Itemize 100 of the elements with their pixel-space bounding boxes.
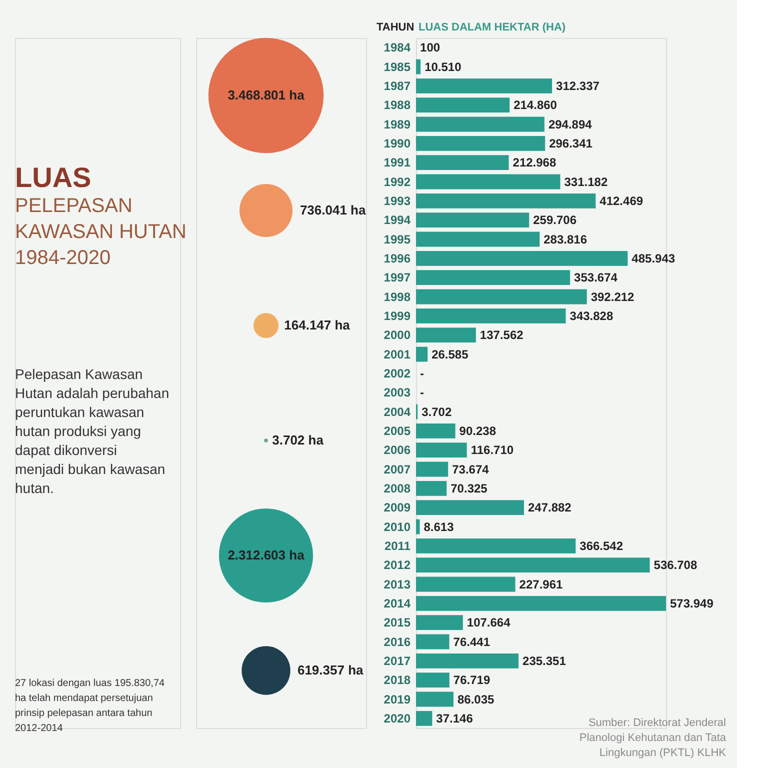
data-label: 70.325 xyxy=(450,481,488,496)
y-tick-label: 2008 xyxy=(384,481,411,496)
text: - xyxy=(420,386,424,400)
data-label: 2.312.603 ha xyxy=(228,548,306,562)
y-tick-label: 2013 xyxy=(384,577,411,592)
data-label: 331.182 xyxy=(564,174,608,189)
y-tick-label: 1994 xyxy=(384,213,411,228)
data-label: 536.708 xyxy=(654,558,698,572)
y-tick-label: 2002 xyxy=(384,366,411,380)
bar xyxy=(416,116,544,132)
data-label: 37.146 xyxy=(436,711,474,726)
data-label: 227.961 xyxy=(519,577,563,592)
y-tick-label: 2017 xyxy=(384,654,411,668)
y-tick-label: 2015 xyxy=(384,616,411,630)
y-tick-label: 1985 xyxy=(384,60,411,74)
data-label: 736.041 ha xyxy=(300,202,366,218)
bar xyxy=(416,136,546,151)
y-tick-label: 2020 xyxy=(384,711,411,726)
bar xyxy=(416,232,540,247)
y-tick-label: 2009 xyxy=(384,500,411,515)
bar xyxy=(416,634,450,650)
bar xyxy=(416,155,509,170)
bar xyxy=(416,328,476,343)
y-tick-label: 2006 xyxy=(384,443,411,458)
bar xyxy=(416,692,454,707)
y-tick-label: 2007 xyxy=(384,462,411,476)
data-label: 76.719 xyxy=(453,673,490,688)
data-label: 366.542 xyxy=(580,538,624,553)
bar xyxy=(416,289,587,304)
data-label: 485.943 xyxy=(632,251,676,266)
data-label: 392.212 xyxy=(590,290,635,304)
bar xyxy=(416,480,447,496)
y-tick-label: 2000 xyxy=(384,328,411,342)
data-label: 3.702 ha xyxy=(272,432,324,448)
bar xyxy=(416,346,428,362)
bar xyxy=(416,558,650,573)
y-tick-label: 2003 xyxy=(384,386,411,400)
y-tick-label: 1995 xyxy=(384,232,411,246)
data-label: 86.035 xyxy=(457,692,495,706)
bar xyxy=(416,615,463,630)
y-tick-label: 1991 xyxy=(384,156,411,170)
y-tick-label: 2010 xyxy=(384,520,411,534)
data-label: 212.968 xyxy=(512,156,556,170)
bar xyxy=(416,500,524,516)
y-tick-label: 1992 xyxy=(384,174,411,189)
data-label: 8.613 xyxy=(424,520,454,534)
annotation: Sumber: Direktorat Jenderal Planologi Kehutanan dan Tata Lingkungan (PKTL) KLHK xyxy=(579,717,727,759)
y-tick-label: 2004 xyxy=(384,404,411,419)
bar xyxy=(416,308,566,324)
data-label: 573.949 xyxy=(670,596,714,610)
bar xyxy=(416,212,530,228)
data-label: 10.510 xyxy=(424,60,462,74)
bar xyxy=(416,423,456,438)
bar xyxy=(416,596,666,611)
data-label: 100 xyxy=(420,40,440,55)
y-tick-label: 2001 xyxy=(384,347,411,362)
y-tick-label: 1998 xyxy=(384,290,411,304)
y-tick-label: 1993 xyxy=(384,194,411,208)
data-label: 137.562 xyxy=(480,328,524,342)
bar xyxy=(416,653,519,668)
bar xyxy=(416,672,450,688)
bar xyxy=(416,78,552,94)
bar xyxy=(416,174,560,190)
y-tick-label: 1987 xyxy=(384,78,411,93)
y-tick-label: 1989 xyxy=(384,117,411,132)
data-label: 235.351 xyxy=(522,654,566,668)
bar xyxy=(416,98,510,113)
data-label: 283.816 xyxy=(544,232,588,246)
y-tick-label: 1999 xyxy=(384,308,411,323)
data-label: 76.441 xyxy=(453,634,490,649)
y-tick-label: 1997 xyxy=(384,270,411,285)
data-label: 412.469 xyxy=(600,194,644,208)
data-label: 294.894 xyxy=(548,117,592,132)
bar xyxy=(416,250,628,266)
bar xyxy=(416,519,420,534)
y-tick-label: 2018 xyxy=(384,673,411,688)
bar xyxy=(416,442,467,458)
y-tick-label: 2012 xyxy=(384,558,411,572)
text: - xyxy=(420,366,424,380)
y-tick-label: 2011 xyxy=(384,538,411,553)
text: PELEPASAN KAWASAN HUTAN 1984-2020 xyxy=(15,195,186,269)
x-axis-title: LUAS DALAM HEKTAR (HA) xyxy=(418,22,566,34)
text: 27 lokasi dengan luas 195.830,74 ha telah mendapat persetujuan prinsip pelepasan antara tahun 2012-2014 xyxy=(15,678,166,734)
text: Pelepasan Kawasan Hutan adalah perubahan peruntukan kawasan hutan produksi yang dapat dikonversi menjadi bukan kawasan hutan. xyxy=(15,366,170,496)
bar xyxy=(416,538,576,554)
data-label: 259.706 xyxy=(533,213,577,228)
data-label: 3.468.801 ha xyxy=(228,88,306,102)
y-tick-label: 1984 xyxy=(384,40,411,55)
y-tick-label: 2016 xyxy=(384,634,411,649)
y-tick-label: 1988 xyxy=(384,98,411,112)
y-axis-title: TAHUN xyxy=(376,22,414,34)
bar xyxy=(416,710,432,726)
data-label: 3.702 xyxy=(422,404,452,419)
data-label: 296.341 xyxy=(549,136,593,150)
data-label: 164.147 ha xyxy=(284,318,351,332)
text: LUAS xyxy=(15,162,92,193)
bar xyxy=(416,59,421,74)
data-label: 353.674 xyxy=(574,270,618,285)
bar xyxy=(416,193,596,208)
data-label: 214.860 xyxy=(514,98,558,112)
